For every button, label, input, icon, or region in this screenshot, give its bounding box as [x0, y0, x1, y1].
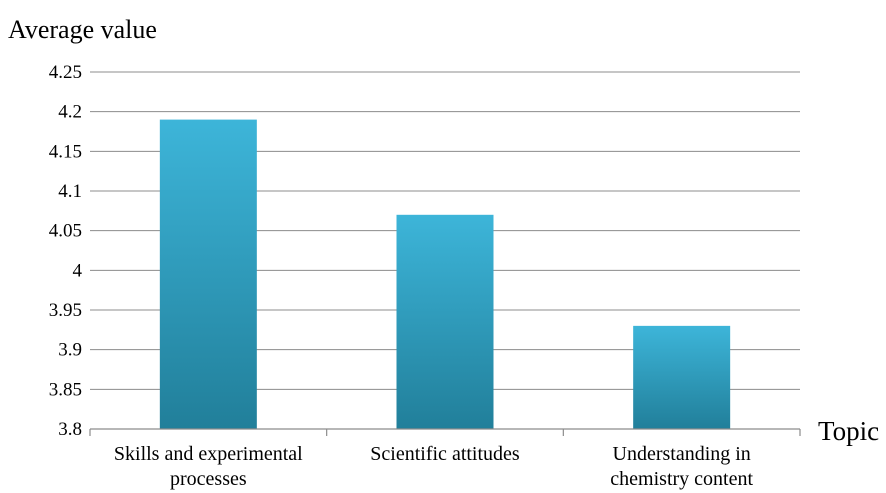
- x-tick-labels: Skills and experimental processes Scientif…: [89, 429, 801, 490]
- x-axis-label: Topic: [818, 416, 879, 446]
- bar: [159, 119, 257, 429]
- bar: [633, 325, 731, 429]
- x-tick-label-line: processes: [170, 468, 247, 490]
- y-tick-label: 3.95: [49, 300, 82, 321]
- y-tick-label: 4.25: [49, 62, 82, 83]
- y-axis-label: Average value: [8, 15, 157, 44]
- y-tick-label: 4.2: [58, 102, 82, 123]
- y-tick-label: 4.1: [58, 181, 82, 202]
- bars: [159, 119, 731, 429]
- y-tick-label: 4.05: [49, 221, 82, 242]
- y-tick-label: 3.9: [58, 340, 82, 361]
- x-tick-label-line: chemistry content: [610, 468, 753, 490]
- x-tick-label-line: Skills and experimental: [114, 443, 303, 465]
- y-tick-label: 4.15: [49, 141, 82, 162]
- x-tick-label-line: Scientific attitudes: [370, 443, 520, 465]
- y-tick-label: 3.85: [49, 379, 82, 400]
- y-tick-labels: 3.8 3.85 3.9 3.95 4 4.05 4.1 4.15 4.2 4.25: [49, 62, 83, 440]
- x-tick-label: Scientific attitudes: [370, 443, 520, 465]
- x-tick-label: Understanding in chemistry content: [610, 443, 753, 490]
- y-tick-label: 3.8: [58, 419, 82, 440]
- y-tick-label: 4: [73, 260, 83, 281]
- x-tick-label: Skills and experimental processes: [114, 443, 303, 490]
- x-tick-label-line: Understanding in: [613, 443, 751, 465]
- bar: [396, 214, 494, 429]
